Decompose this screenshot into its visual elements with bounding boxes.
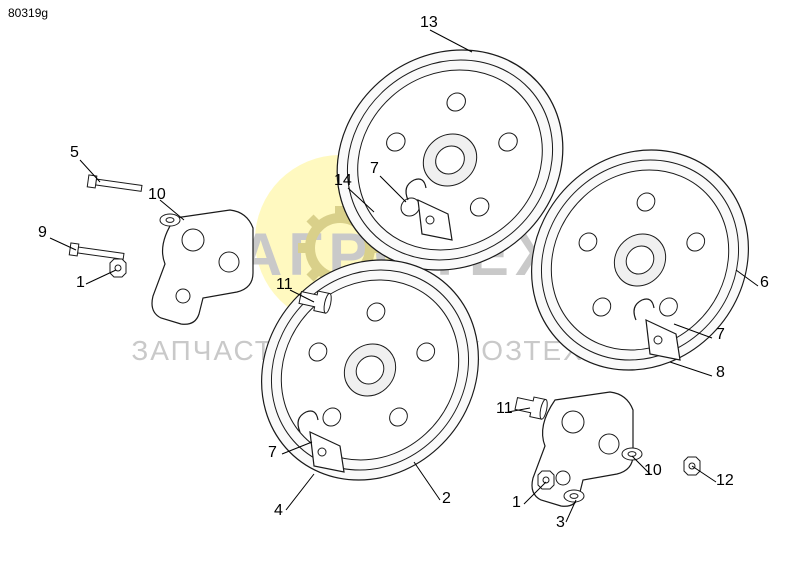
callout-6: 6 — [760, 274, 769, 292]
callout-7b: 7 — [716, 326, 725, 344]
callout-14: 14 — [334, 172, 352, 190]
callout-3: 3 — [556, 514, 565, 532]
callout-13: 13 — [420, 14, 438, 32]
callout-8: 8 — [716, 364, 725, 382]
callout-5: 5 — [70, 144, 79, 162]
callout-1b: 1 — [512, 494, 521, 512]
callout-4: 4 — [274, 502, 283, 520]
exploded-drawing — [0, 0, 800, 565]
callout-11b: 11 — [496, 400, 513, 418]
callout-12: 12 — [716, 472, 734, 490]
callout-7c: 7 — [268, 444, 277, 462]
callout-10b: 10 — [644, 462, 662, 480]
diagram-stage: 80319g АГРОТЕХ ЗАПЧАСТИ ДЛЯ СЕЛЬХОЗТЕХНИ… — [0, 0, 800, 565]
callout-2: 2 — [442, 490, 451, 508]
callout-7a: 7 — [370, 160, 379, 178]
callout-11a: 11 — [276, 276, 293, 294]
callout-1: 1 — [76, 274, 85, 292]
callout-10: 10 — [148, 186, 166, 204]
callout-9: 9 — [38, 224, 47, 242]
